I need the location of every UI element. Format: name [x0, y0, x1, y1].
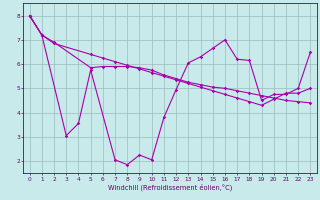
- X-axis label: Windchill (Refroidissement éolien,°C): Windchill (Refroidissement éolien,°C): [108, 183, 232, 191]
